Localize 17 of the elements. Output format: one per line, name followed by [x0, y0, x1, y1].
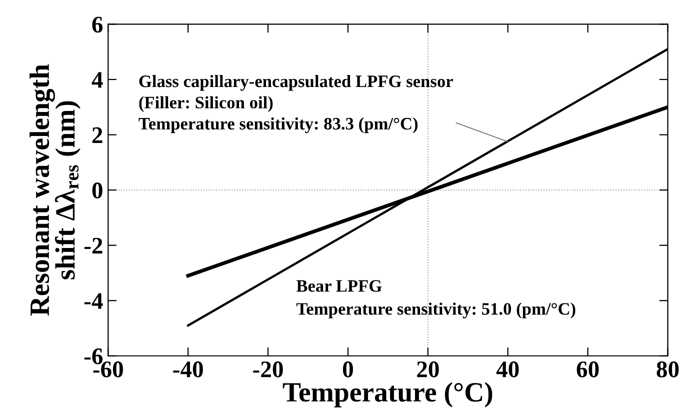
x-tick-label: 20 [417, 361, 439, 378]
annotation: Glass capillary-encapsulated LPFG sensor (Filler: Silicon oil) Temperature sensitivity: 83.3 (pm/°C) [138, 74, 453, 134]
x-tick-label: -20 [253, 361, 283, 378]
y-axis-title: Resonant wavelength shift Δλ$_{res}$ (nm) [30, 64, 80, 316]
y-tick-label: 6 [92, 16, 103, 33]
y-tick-label: -4 [84, 293, 103, 309]
y-tick-label: 4 [92, 72, 103, 88]
x-tick-label: -40 [173, 361, 203, 378]
x-tick-label: 60 [576, 361, 599, 378]
annotation: Bear LPFG Temperature sensitivity: 51.0 (pm/°C) [296, 280, 576, 318]
x-axis-title: Temperature (°C) [282, 382, 492, 408]
x-tick-label: 40 [496, 361, 519, 378]
y-tick-label: 0 [92, 182, 102, 198]
y-tick-label: 2 [92, 127, 102, 143]
x-tick-label: 0 [342, 361, 353, 378]
x-tick-label: 80 [656, 361, 679, 378]
y-tick-label: -2 [84, 238, 102, 254]
